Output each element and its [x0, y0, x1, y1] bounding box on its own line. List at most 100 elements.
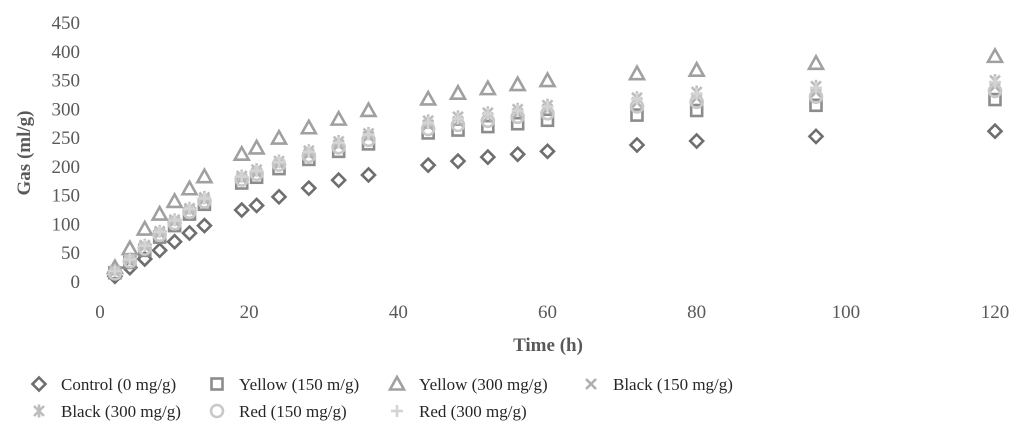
data-point — [168, 214, 181, 227]
data-point — [273, 156, 285, 169]
data-points — [105, 46, 1005, 285]
x-axis-ticks: 0 20 40 60 80 100 120 — [95, 302, 1009, 323]
data-point — [196, 217, 213, 234]
y-tick-label: 150 — [52, 186, 81, 207]
y-tick-label: 300 — [52, 99, 81, 120]
data-point — [138, 239, 151, 252]
data-point — [195, 167, 214, 184]
legend-item: Black (150 mg/g) — [585, 375, 733, 394]
data-point — [448, 83, 468, 101]
y-tick-label: 200 — [52, 157, 81, 178]
data-point — [478, 78, 498, 96]
data-point — [181, 224, 198, 242]
y-tick-label: 100 — [52, 214, 81, 235]
data-point — [270, 188, 288, 206]
data-point — [299, 118, 319, 135]
x-tick-label: 100 — [832, 302, 861, 323]
legend-marker — [387, 374, 407, 391]
legend-label: Red (150 mg/g) — [239, 402, 347, 421]
data-point — [329, 109, 348, 126]
data-point — [359, 100, 378, 118]
y-tick-label: 450 — [52, 13, 81, 34]
data-point — [986, 122, 1004, 140]
x-axis-title: Time (h) — [513, 335, 583, 356]
data-point — [120, 238, 140, 256]
data-point — [479, 148, 497, 166]
data-point — [690, 87, 703, 100]
data-point — [153, 225, 166, 238]
data-point — [631, 92, 643, 105]
data-point — [362, 128, 375, 141]
data-point — [183, 202, 196, 215]
data-point — [511, 104, 524, 117]
data-point — [135, 219, 154, 236]
legend-marker — [209, 403, 225, 419]
y-axis-title: Gas (ml/g) — [14, 111, 35, 196]
data-point — [198, 192, 211, 205]
data-point — [452, 112, 464, 125]
x-tick-label: 120 — [981, 302, 1010, 323]
data-point — [481, 107, 494, 120]
data-point — [627, 63, 647, 81]
data-point — [508, 74, 527, 92]
x-tick-label: 80 — [687, 302, 706, 323]
data-point — [449, 152, 467, 170]
y-axis-ticks: 0 50 100 150 200 250 300 350 400 450 — [52, 13, 81, 293]
legend-label: Black (150 mg/g) — [613, 375, 733, 394]
data-point — [233, 201, 251, 219]
data-point — [810, 82, 822, 95]
data-point — [422, 116, 435, 129]
data-point — [541, 100, 554, 113]
legend-item: Black (300 mg/g) — [33, 402, 181, 421]
data-point — [809, 98, 823, 113]
legend-item: Red (300 mg/g) — [391, 402, 527, 421]
legend-marker — [585, 378, 597, 390]
x-tick-label: 60 — [538, 302, 557, 323]
data-point — [989, 76, 1001, 89]
legend-item: Yellow (300 mg/g) — [387, 374, 548, 394]
data-point — [540, 113, 555, 128]
legend-label: Red (300 mg/g) — [419, 402, 527, 421]
data-point — [419, 156, 437, 174]
y-tick-label: 250 — [52, 128, 81, 149]
data-point — [988, 92, 1002, 107]
legend-item: Control (0 mg/g) — [30, 375, 176, 394]
legend-item: Yellow (150 m/g) — [210, 375, 359, 394]
legend-marker — [210, 377, 224, 391]
legend-label: Yellow (300 mg/g) — [419, 375, 548, 394]
data-point — [538, 70, 557, 88]
legend-marker — [33, 404, 45, 418]
data-point — [165, 191, 184, 209]
y-tick-label: 0 — [71, 272, 81, 293]
data-point — [150, 204, 169, 221]
data-point — [269, 128, 289, 145]
data-point — [628, 136, 646, 154]
legend-label: Yellow (150 m/g) — [239, 375, 359, 394]
data-point — [180, 179, 199, 196]
data-point — [689, 103, 704, 118]
y-tick-label: 350 — [52, 71, 81, 92]
data-point — [807, 128, 825, 145]
data-point — [332, 136, 345, 149]
data-point — [510, 116, 525, 131]
data-point — [151, 242, 169, 259]
data-point — [248, 197, 265, 214]
legend-marker — [30, 375, 48, 393]
data-point — [300, 179, 318, 197]
y-tick-label: 400 — [52, 42, 81, 63]
legend-item: Red (150 mg/g) — [209, 402, 347, 421]
data-point — [688, 132, 706, 150]
data-point — [108, 265, 121, 278]
data-point — [302, 145, 315, 158]
legend-label: Black (300 mg/g) — [61, 402, 181, 421]
data-point — [232, 144, 251, 162]
data-point — [418, 89, 438, 106]
data-point — [360, 166, 377, 184]
data-point — [123, 253, 136, 266]
data-point — [481, 119, 495, 134]
data-point — [806, 53, 826, 71]
data-point — [235, 170, 248, 183]
x-tick-label: 20 — [240, 302, 259, 323]
data-point — [539, 143, 556, 160]
